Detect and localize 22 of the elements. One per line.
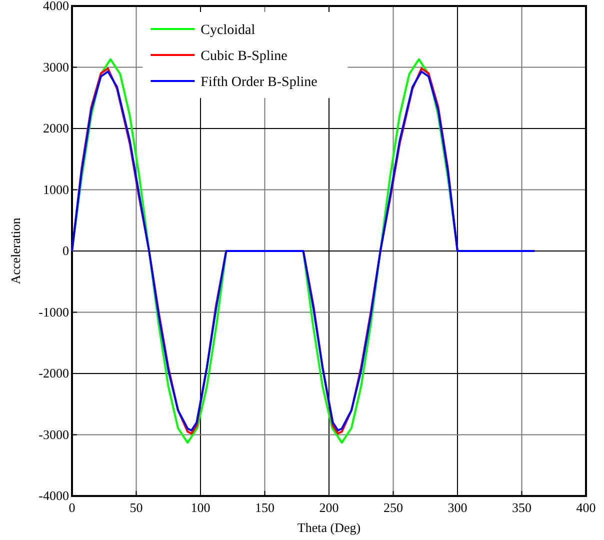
y-tick-label: -2000 <box>38 366 69 380</box>
y-tick-label: 0 <box>62 243 69 258</box>
x-tick-label: 100 <box>190 500 210 515</box>
x-tick-label: 300 <box>448 500 468 515</box>
legend-label: Cubic B-Spline <box>200 49 288 64</box>
x-tick-label: 50 <box>130 500 143 515</box>
y-tick-label: -4000 <box>38 488 69 503</box>
x-tick-label: 400 <box>576 500 596 515</box>
x-tick-label: 200 <box>319 500 339 515</box>
y-axis-title: Acceleration <box>8 217 23 284</box>
y-tick-label: 2000 <box>43 120 69 136</box>
legend-label: Cycloidal <box>200 23 256 38</box>
y-tick-label: 3000 <box>43 59 69 74</box>
x-tick-label: 350 <box>512 500 532 515</box>
x-axis-title: Theta (Deg) <box>297 520 361 535</box>
legend-label: Fifth Order B-Spline <box>200 75 318 90</box>
y-tick-label: -1000 <box>38 304 69 320</box>
y-tick-label: 4000 <box>43 0 69 13</box>
y-tick-label: 1000 <box>43 182 69 197</box>
x-tick-label: 250 <box>384 500 403 515</box>
y-tick-label: -3000 <box>38 426 69 442</box>
x-tick-label: 150 <box>255 500 274 515</box>
